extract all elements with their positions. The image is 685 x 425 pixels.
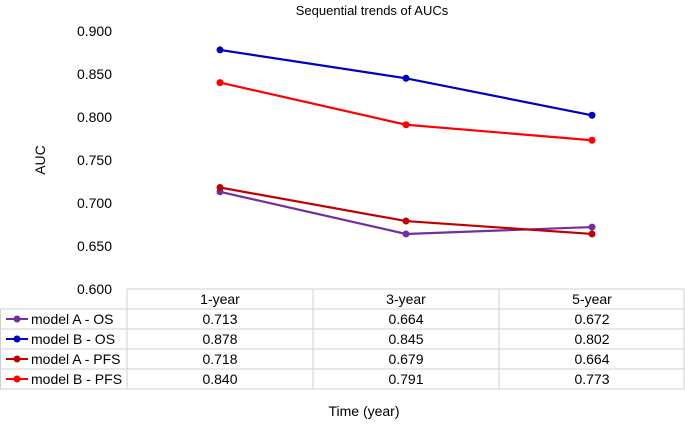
- y-tick-label: 0.850: [77, 66, 112, 82]
- data-point: [402, 230, 410, 238]
- series-lines: [216, 46, 596, 238]
- chart-title: Sequential trends of AUCs: [296, 3, 449, 18]
- table-cell-value: 0.840: [202, 371, 237, 387]
- table-cell-value: 0.664: [388, 311, 423, 327]
- data-point: [216, 184, 224, 192]
- table-cell-value: 0.791: [388, 371, 423, 387]
- y-tick-labels: 0.900 0.850 0.800 0.750 0.700 0.650 0.600: [77, 23, 112, 297]
- table-cell-value: 0.773: [574, 371, 609, 387]
- y-tick-label: 0.900: [77, 23, 112, 39]
- series-line: [219, 186, 593, 236]
- y-axis-label: AUC: [32, 145, 48, 175]
- data-point: [402, 217, 410, 225]
- x-tick-label: 3-year: [386, 291, 426, 307]
- y-tick-label: 0.600: [77, 281, 112, 297]
- legend-label: model B - PFS: [31, 371, 122, 387]
- y-tick-label: 0.750: [77, 152, 112, 168]
- x-tick-label: 5-year: [572, 291, 612, 307]
- data-point: [216, 79, 224, 87]
- data-point: [588, 111, 596, 119]
- legend-label: model B - OS: [31, 331, 115, 347]
- data-point: [402, 121, 410, 129]
- legend-marker: [13, 315, 21, 323]
- y-tick-label: 0.700: [77, 195, 112, 211]
- series-line: [219, 48, 593, 117]
- legend-marker: [13, 355, 21, 363]
- table-cell-value: 0.878: [202, 331, 237, 347]
- y-tick-label: 0.650: [77, 238, 112, 254]
- legend-label: model A - OS: [31, 311, 113, 327]
- table-cell-value: 0.713: [202, 311, 237, 327]
- series-line: [219, 81, 593, 142]
- data-point: [402, 74, 410, 82]
- table-cell-value: 0.802: [574, 331, 609, 347]
- data-point: [216, 46, 224, 54]
- x-tick-label: 1-year: [200, 291, 240, 307]
- legend-marker: [13, 375, 21, 383]
- table-cell-value: 0.679: [388, 351, 423, 367]
- table-cell-value: 0.718: [202, 351, 237, 367]
- data-point: [588, 223, 596, 231]
- legend-marker: [13, 335, 21, 343]
- x-axis-label: Time (year): [328, 403, 399, 419]
- data-table: 1-year 3-year 5-year model A - OS 0.713 0.664…: [0, 288, 685, 390]
- data-point: [588, 230, 596, 238]
- data-point: [588, 136, 596, 144]
- legend-label: model A - PFS: [31, 351, 120, 367]
- table-cell-value: 0.672: [574, 311, 609, 327]
- y-tick-label: 0.800: [77, 109, 112, 125]
- table-cell-value: 0.845: [388, 331, 423, 347]
- table-cell-value: 0.664: [574, 351, 609, 367]
